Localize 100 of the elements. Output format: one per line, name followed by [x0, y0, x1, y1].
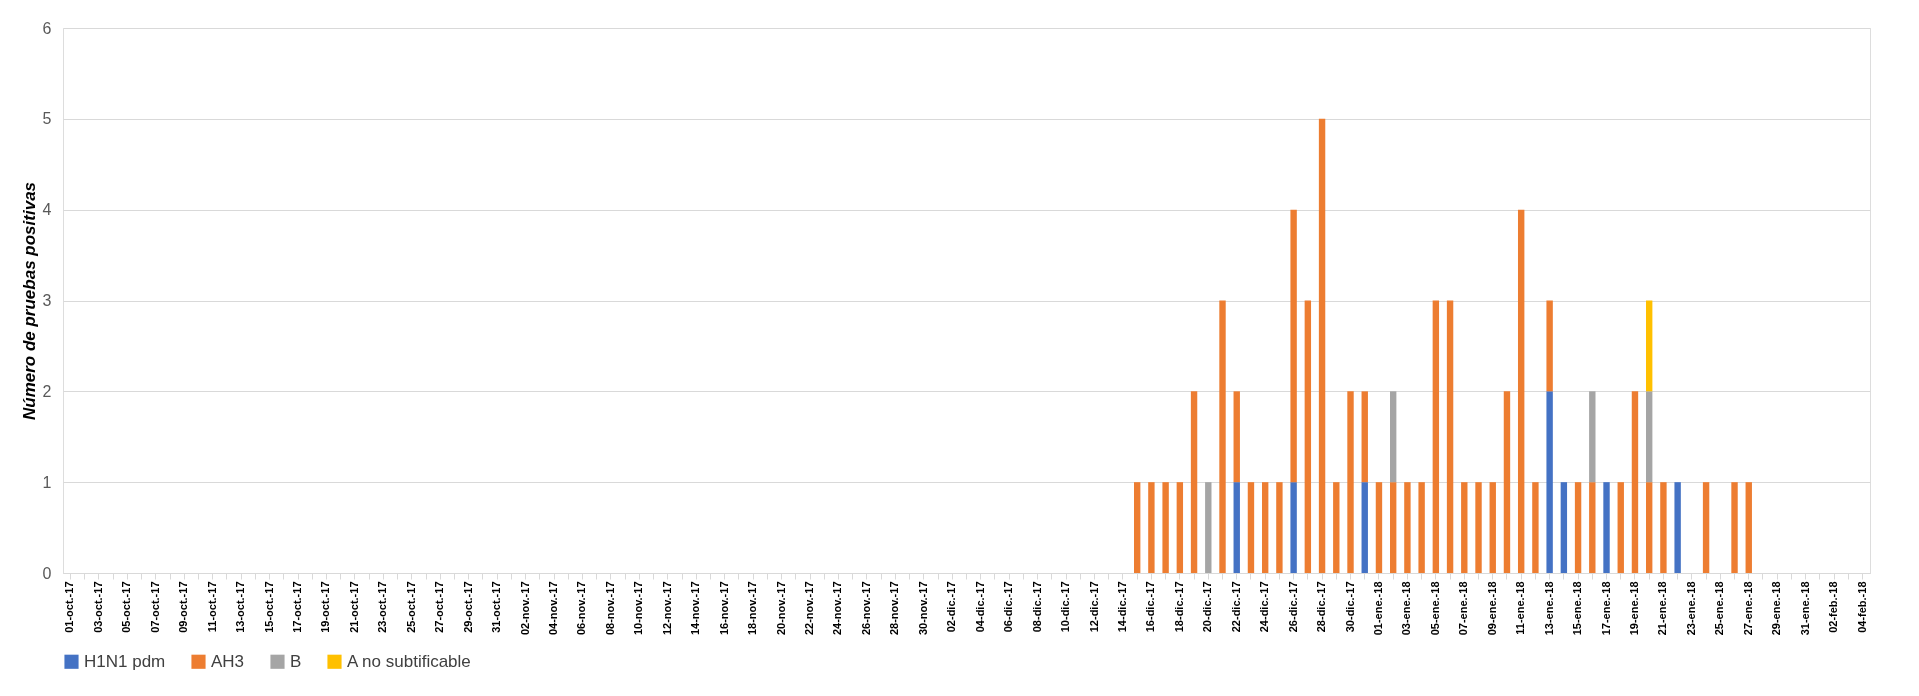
- x-tick-label: 07-ene.-18: [1457, 581, 1470, 636]
- bar: [1347, 391, 1354, 573]
- x-tick-label: 06-dic.-17: [1002, 581, 1015, 633]
- x-tick-label: 14-dic.-17: [1115, 581, 1128, 633]
- bar: [1603, 482, 1610, 573]
- bar: [1517, 209, 1525, 573]
- x-tick-label: 19-ene.-18: [1627, 581, 1640, 636]
- x-tick-label: 21-ene.-18: [1656, 581, 1669, 636]
- bar: [1446, 300, 1454, 573]
- x-tick-label: 12-nov.-17: [660, 581, 673, 636]
- bar: [1290, 482, 1297, 573]
- bar: [1731, 482, 1738, 573]
- bar: [1532, 482, 1539, 573]
- bar: [1304, 300, 1312, 573]
- x-tick-label: 18-dic.-17: [1172, 581, 1185, 633]
- bar: [1546, 391, 1553, 573]
- bar: [1247, 482, 1255, 573]
- bar: [1489, 482, 1496, 573]
- x-tick-label: 28-dic.-17: [1315, 581, 1328, 633]
- y-tick-label: 3: [42, 292, 52, 309]
- bar: [1660, 482, 1667, 573]
- x-tick-label: 25-oct.-17: [404, 581, 417, 633]
- bar: [1461, 482, 1468, 573]
- x-tick-label: 13-oct.-17: [234, 581, 247, 633]
- x-tick-label: 12-dic.-17: [1087, 581, 1100, 633]
- x-tick-label: 11-oct.-17: [205, 581, 218, 633]
- bar: [1205, 482, 1212, 573]
- bar: [1261, 482, 1269, 573]
- x-tick-label: 05-oct.-17: [120, 581, 133, 633]
- x-tick-label: 13-ene.-18: [1542, 581, 1555, 636]
- x-tick-label: 17-oct.-17: [291, 581, 304, 633]
- y-tick-label: 6: [42, 19, 52, 37]
- bar: [1162, 482, 1169, 573]
- x-tick-label: 09-ene.-18: [1485, 581, 1498, 636]
- bar: [1574, 482, 1582, 573]
- x-tick-label: 03-oct.-17: [91, 581, 104, 633]
- bar: [1745, 482, 1752, 573]
- x-tick-label: 29-ene.-18: [1770, 581, 1783, 636]
- bar: [1589, 482, 1596, 573]
- bar: [1404, 482, 1411, 573]
- x-tick-label: 17-ene.-18: [1599, 581, 1612, 636]
- x-tick-label: 16-dic.-17: [1144, 581, 1157, 633]
- y-tick-label: 1: [42, 473, 52, 491]
- x-tick-label: 03-ene.-18: [1400, 581, 1413, 636]
- x-tick-label: 27-oct.-17: [433, 581, 446, 633]
- x-tick-label: 22-dic.-17: [1229, 581, 1242, 633]
- bar: [1674, 482, 1681, 573]
- bar: [1389, 482, 1397, 573]
- bar: [1233, 391, 1240, 483]
- bar: [1389, 391, 1397, 483]
- y-tick-label: 0: [42, 564, 52, 582]
- x-tick-label: 20-nov.-17: [774, 581, 787, 636]
- legend-label: A no subtificable: [347, 651, 471, 671]
- legend-label: H1N1 pdm: [84, 651, 166, 671]
- bar: [1418, 482, 1425, 573]
- x-tick-label: 26-nov.-17: [859, 581, 872, 636]
- bar: [1318, 118, 1326, 573]
- bar: [1546, 300, 1553, 392]
- bar: [1503, 391, 1511, 573]
- x-tick-label: 01-ene.-18: [1371, 581, 1384, 636]
- bar: [1219, 300, 1226, 573]
- x-tick-label: 25-ene.-18: [1713, 581, 1726, 636]
- x-tick-label: 31-ene.-18: [1798, 581, 1811, 636]
- x-tick-label: 15-ene.-18: [1571, 581, 1584, 636]
- x-tick-label: 24-dic.-17: [1258, 581, 1271, 633]
- bar: [1432, 300, 1440, 573]
- x-tick-label: 29-oct.-17: [461, 581, 474, 633]
- y-tick-label: 5: [42, 110, 52, 128]
- x-tick-label: 08-nov.-17: [603, 581, 616, 636]
- x-tick-label: 05-ene.-18: [1428, 581, 1441, 636]
- bar: [1290, 209, 1297, 483]
- x-tick-label: 16-nov.-17: [717, 581, 730, 636]
- x-tick-label: 04-feb.-18: [1855, 581, 1868, 633]
- x-tick-label: 27-ene.-18: [1741, 581, 1754, 636]
- x-tick-label: 30-dic.-17: [1343, 581, 1356, 633]
- x-tick-label: 11-ene.-18: [1514, 581, 1527, 635]
- bar: [1645, 391, 1653, 483]
- x-tick-label: 23-ene.-18: [1684, 581, 1697, 636]
- x-tick-label: 10-dic.-17: [1059, 581, 1072, 633]
- x-tick-label: 23-oct.-17: [376, 581, 389, 633]
- bar: [1233, 482, 1240, 573]
- bar: [1631, 391, 1639, 573]
- x-tick-label: 28-nov.-17: [888, 581, 901, 636]
- x-tick-label: 30-nov.-17: [916, 581, 929, 636]
- x-tick-label: 09-oct.-17: [177, 581, 190, 633]
- x-tick-label: 02-nov.-17: [518, 581, 531, 636]
- x-tick-label: 06-nov.-17: [575, 581, 588, 636]
- bar: [1702, 482, 1710, 573]
- x-tick-label: 19-oct.-17: [319, 581, 332, 633]
- x-tick-label: 04-nov.-17: [547, 581, 560, 636]
- bar: [1361, 391, 1368, 483]
- y-tick-label: 2: [42, 382, 52, 400]
- x-tick-label: 14-nov.-17: [689, 581, 702, 636]
- bar: [1133, 482, 1141, 573]
- x-tick-label: 18-nov.-17: [746, 581, 759, 636]
- bar: [1475, 482, 1482, 573]
- legend-label: AH3: [211, 651, 245, 671]
- y-tick-label: 4: [42, 201, 52, 219]
- bar: [1190, 391, 1198, 573]
- bar: [1361, 482, 1368, 573]
